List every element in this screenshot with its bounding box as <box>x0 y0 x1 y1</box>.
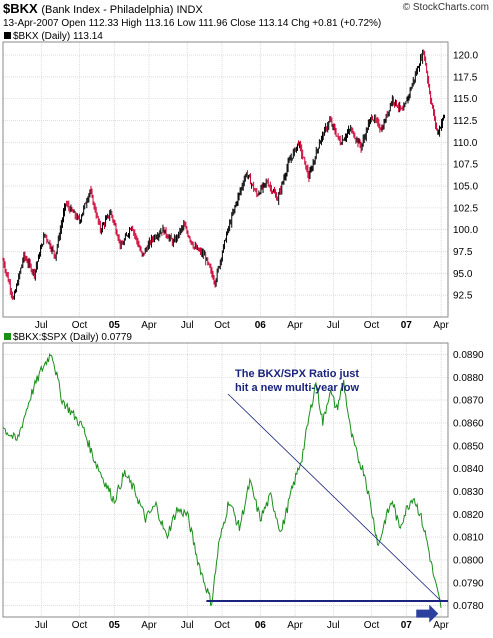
y-tick-label: 97.5 <box>453 247 473 258</box>
ratio-panel-frame <box>2 342 449 618</box>
chart-description: (Bank Index - Philadelphia) INDX <box>41 4 203 16</box>
ratio-legend-label: $BKX:$SPX (Daily) 0.0779 <box>13 332 132 343</box>
ratio-legend: $BKX:$SPX (Daily) 0.0779 <box>4 332 132 343</box>
y-tick-label: 0.0800 <box>453 555 484 566</box>
y-tick-label: 0.0820 <box>453 510 484 521</box>
price-legend-swatch <box>4 32 11 39</box>
x-tick-label: 07 <box>401 620 413 631</box>
y-tick-label: 0.0830 <box>453 487 484 498</box>
x-tick-label: Jul <box>327 320 340 331</box>
x-tick-label: Jul <box>181 320 194 331</box>
y-tick-label: 107.5 <box>453 160 478 171</box>
x-tick-label: 05 <box>109 320 121 331</box>
x-tick-label: Oct <box>214 320 230 331</box>
y-tick-label: 120.0 <box>453 51 478 62</box>
y-tick-label: 110.0 <box>453 138 478 149</box>
x-tick-label: Jul <box>181 620 194 631</box>
y-tick-label: 0.0850 <box>453 441 484 452</box>
y-tick-label: 105.0 <box>453 182 478 193</box>
y-tick-label: 100.0 <box>453 225 478 236</box>
price-legend-label: $BKX (Daily) 113.14 <box>13 31 103 42</box>
y-tick-label: 102.5 <box>453 203 478 214</box>
quote-line: 13-Apr-2007 Open 112.33 High 113.16 Low … <box>3 18 382 29</box>
x-tick-label: Jul <box>35 320 48 331</box>
x-tick-label: Jul <box>35 620 48 631</box>
price-series-bars <box>2 49 446 300</box>
x-tick-label: 05 <box>109 620 121 631</box>
ratio-panel-grid <box>3 343 448 617</box>
ratio-line <box>2 353 442 608</box>
y-tick-label: 92.5 <box>453 291 473 302</box>
y-tick-label: 0.0870 <box>453 396 484 407</box>
x-tick-label: Apr <box>287 320 303 331</box>
price-panel-grid <box>3 42 448 317</box>
x-tick-label: Jul <box>327 620 340 631</box>
y-tick-label: 0.0790 <box>453 578 484 589</box>
annotation-line-1: The BKX/SPX Ratio just <box>235 368 359 380</box>
x-tick-label: Oct <box>364 620 380 631</box>
x-tick-label: Oct <box>72 620 88 631</box>
x-tick-label: 06 <box>255 620 267 631</box>
annotation-pointer <box>227 393 442 602</box>
y-tick-label: 0.0880 <box>453 373 484 384</box>
low-arrow-icon <box>416 604 439 623</box>
ratio-legend-swatch <box>4 333 11 340</box>
price-panel-frame <box>2 41 449 318</box>
x-tick-label: 07 <box>401 320 413 331</box>
x-tick-label: Apr <box>141 320 157 331</box>
y-tick-label: 117.5 <box>453 72 478 83</box>
axes-labels: 92.5 95.0 97.5 100.0 102.5 105.0 107.5 110.0 112… <box>35 51 484 631</box>
x-tick-label: Apr <box>433 620 449 631</box>
y-tick-label: 115.0 <box>453 94 478 105</box>
y-tick-label: 0.0810 <box>453 533 484 544</box>
x-tick-label: Apr <box>433 320 449 331</box>
annotation-line-2: hit a new multi-year low <box>235 382 360 394</box>
x-tick-label: Oct <box>364 320 380 331</box>
price-legend: $BKX (Daily) 113.14 <box>4 31 103 42</box>
annotation-group <box>206 393 448 623</box>
x-tick-label: Oct <box>214 620 230 631</box>
y-tick-label: 0.0890 <box>453 350 484 361</box>
brand-watermark: © StockCharts.com <box>402 2 489 13</box>
y-tick-label: 95.0 <box>453 269 473 280</box>
y-tick-label: 0.0840 <box>453 464 484 475</box>
x-tick-label: Oct <box>72 320 88 331</box>
y-tick-label: 112.5 <box>453 116 478 127</box>
y-tick-label: 0.0860 <box>453 418 484 429</box>
x-tick-label: Apr <box>287 620 303 631</box>
x-tick-label: Apr <box>141 620 157 631</box>
y-tick-label: 0.0780 <box>453 601 484 612</box>
x-tick-label: 06 <box>255 320 267 331</box>
ratio-series <box>2 353 442 608</box>
chart-symbol: $BKX (Bank Index - Philadelphia) INDX <box>3 1 203 16</box>
